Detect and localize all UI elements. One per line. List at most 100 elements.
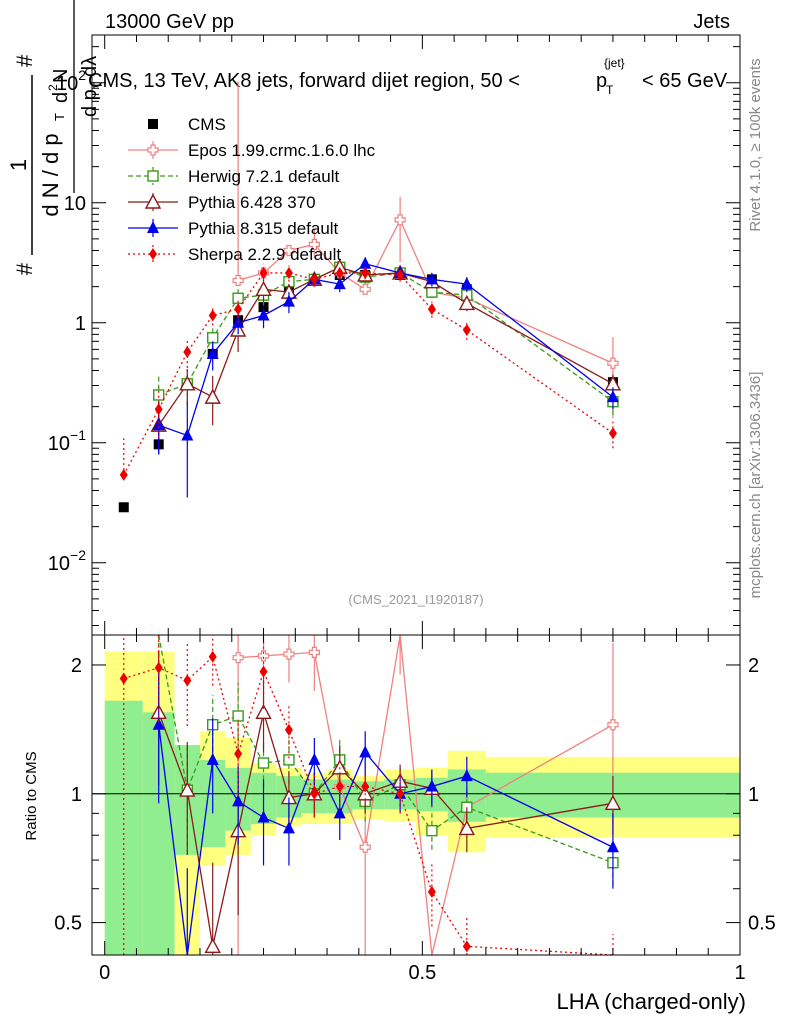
data-point (206, 346, 219, 359)
ratio-y-tick-label: 0.5 (54, 913, 82, 935)
data-point (284, 266, 293, 279)
x-axis-label: LHA (charged-only) (556, 989, 746, 1014)
data-point (232, 652, 244, 664)
data-point (257, 757, 270, 769)
main-y-tick-label: 10−2 (48, 547, 86, 575)
data-point (179, 781, 196, 797)
data-point (394, 214, 406, 226)
data-point (359, 283, 371, 295)
data-point (361, 780, 370, 793)
data-point (208, 309, 217, 322)
data-point (359, 256, 372, 269)
header-right: Jets (693, 11, 730, 33)
data-point (255, 280, 272, 297)
data-point (282, 294, 295, 307)
data-point (308, 752, 321, 765)
header-left: 13000 GeV pp (105, 11, 234, 33)
ylabel-dlambda: dλ (79, 56, 101, 77)
ylabel-dpT: d p (79, 89, 101, 117)
ylabel-dN: d N / d p (38, 133, 63, 216)
main-y-tick-label: 102 (56, 67, 86, 95)
ylabel-d2N-sup: 2 (46, 84, 60, 91)
title-end: < 65 GeV (642, 70, 728, 92)
data-point (152, 717, 165, 730)
data-point (204, 388, 221, 404)
data-point (425, 272, 438, 285)
data-point (460, 277, 473, 290)
series-line (237, 218, 614, 364)
ratio-y-tick-label: 2 (71, 655, 82, 677)
series-pythia6 (150, 258, 622, 455)
data-point (606, 390, 619, 403)
data-point (282, 821, 295, 834)
data-point (333, 806, 346, 819)
data-point (361, 266, 370, 279)
data-point (257, 308, 270, 321)
series-line (123, 655, 613, 956)
analysis-watermark: (CMS_2021_I1920187) (348, 592, 483, 607)
data-point (460, 769, 473, 782)
rivet-label: Rivet 4.1.0, ≥ 100k events (747, 58, 764, 231)
legend-marker (147, 221, 159, 233)
data-point (207, 332, 219, 344)
main-y-label: 1 # d N / d p T # (6, 54, 67, 275)
data-point (335, 780, 344, 793)
data-point (259, 266, 268, 279)
main-y-tick-label: 1 (75, 313, 86, 335)
data-point (119, 672, 128, 685)
data-point (208, 650, 217, 663)
ratio-axes: 0.5 0.5 1 1 2 2 0 0.5 1 (54, 634, 776, 984)
data-point (232, 274, 244, 287)
data-point (181, 428, 194, 441)
data-point (118, 502, 129, 513)
data-point (359, 745, 372, 758)
data-point (427, 303, 436, 316)
legend-marker (147, 144, 159, 156)
ratio-y-tick-label-right: 0.5 (748, 913, 776, 935)
legend-label: Sherpa 2.2.9 default (188, 245, 341, 264)
main-y-tick-label: 10 (64, 193, 86, 215)
data-point (426, 824, 438, 837)
series-sherpa (119, 263, 617, 481)
data-point (255, 703, 272, 720)
data-point (396, 269, 405, 281)
ratio-y-tick-label-right: 1 (748, 784, 759, 806)
data-point (179, 375, 196, 391)
data-point (396, 787, 405, 800)
legend-label: CMS (188, 115, 226, 134)
legend-marker (144, 193, 162, 209)
data-point (310, 273, 319, 286)
series-line (123, 272, 614, 476)
data-point (257, 650, 270, 662)
data-point (154, 403, 163, 416)
data-point (308, 646, 320, 658)
legend-marker (148, 119, 158, 129)
data-point (310, 787, 319, 800)
legend-marker (147, 170, 159, 182)
ratio-y-label: Ratio to CMS (23, 751, 40, 840)
legend-item-sherpa: Sherpa 2.2.9 default (128, 245, 341, 264)
data-point (234, 303, 243, 316)
ylabel-d2N: d (50, 92, 72, 103)
legend-item-pythia6: Pythia 6.428 370 (128, 193, 316, 212)
series-line (158, 266, 614, 426)
data-point (462, 324, 471, 337)
plot-title: CMS, 13 TeV, AK8 jets, forward dijet reg… (88, 56, 728, 97)
series-pythia8 (152, 660, 619, 956)
title-pt-sup: {jet} (604, 56, 625, 70)
title-pt: p (596, 70, 607, 92)
data-point (183, 674, 192, 687)
legend-label: Herwig 7.2.1 default (188, 167, 339, 186)
legend-item-pythia8: Pythia 8.315 default (128, 219, 339, 238)
ratio-y-tick-label: 1 (71, 784, 82, 806)
data-point (359, 841, 371, 853)
data-point (608, 427, 617, 440)
data-point (283, 244, 295, 257)
x-tick-label: 0.5 (408, 962, 436, 984)
data-point (425, 779, 438, 792)
ylabel-hash-right: # (12, 54, 37, 67)
data-point (154, 661, 163, 674)
data-point (234, 747, 243, 760)
data-point (283, 754, 295, 766)
